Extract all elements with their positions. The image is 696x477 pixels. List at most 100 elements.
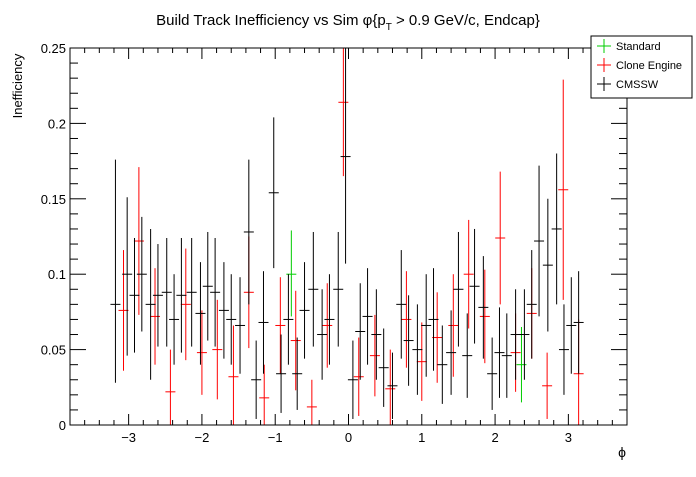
data-point [165, 349, 176, 425]
data-point [510, 289, 521, 380]
legend-item: Standard [597, 39, 661, 53]
x-tick-label: 1 [418, 430, 425, 445]
data-point [212, 299, 223, 400]
data-point [355, 283, 366, 380]
data-point [446, 310, 457, 395]
data-point [551, 153, 562, 305]
data-point [340, 48, 351, 264]
data-point [558, 79, 569, 300]
data-point [387, 352, 398, 419]
data-layer [110, 48, 584, 425]
x-tick-label: 3 [565, 430, 572, 445]
data-point [136, 216, 147, 332]
x-tick-label: 2 [491, 430, 498, 445]
data-point [176, 238, 187, 353]
data-point [495, 171, 506, 305]
data-point [494, 307, 505, 398]
data-point [202, 231, 213, 341]
data-point [421, 274, 432, 377]
legend-label: Standard [616, 41, 661, 53]
y-tick-label: 0 [59, 418, 66, 433]
data-point [292, 337, 303, 410]
data-point [145, 228, 156, 380]
data-point [122, 197, 133, 356]
x-tick-label: 0 [345, 430, 352, 445]
data-point [462, 313, 473, 398]
data-point [519, 289, 530, 380]
y-axis-label: Inefficiency [10, 53, 25, 118]
data-point [437, 325, 448, 404]
data-point [258, 271, 269, 374]
y-tick-label: 0.25 [41, 41, 66, 56]
data-point [401, 271, 412, 368]
x-tick-label: −3 [121, 430, 136, 445]
series-standard [286, 230, 527, 403]
data-point [306, 379, 317, 425]
data-point [210, 238, 221, 347]
data-point [283, 274, 294, 365]
data-point [180, 248, 191, 361]
data-point [469, 228, 480, 344]
data-point [317, 289, 328, 380]
data-point [186, 238, 197, 347]
data-point [403, 295, 414, 386]
x-axis-label: ϕ [618, 444, 626, 460]
data-point [412, 304, 423, 395]
data-point [195, 262, 206, 365]
legend-item: CMSSW [597, 77, 659, 91]
data-point [428, 268, 439, 371]
data-point [542, 352, 553, 419]
data-point [479, 269, 490, 364]
data-point [542, 198, 553, 332]
data-point [243, 159, 254, 305]
data-point [501, 313, 512, 398]
data-point [347, 340, 358, 419]
data-point [228, 325, 239, 425]
data-point [169, 274, 180, 365]
data-point [110, 159, 121, 383]
data-point [235, 277, 246, 374]
data-point [308, 231, 319, 347]
data-point [396, 250, 407, 359]
data-point [129, 238, 140, 353]
data-point [453, 231, 464, 347]
data-point [333, 231, 344, 347]
data-point [276, 334, 287, 413]
data-point [275, 277, 286, 374]
data-point [299, 262, 310, 359]
data-point [324, 274, 335, 365]
data-point [378, 328, 389, 407]
y-tick-label: 0.1 [48, 267, 66, 282]
data-point [161, 238, 172, 347]
data-point [218, 262, 229, 359]
data-point [226, 274, 237, 365]
data-point [353, 337, 364, 416]
x-tick-label: −2 [195, 430, 210, 445]
y-tick-label: 0.15 [41, 192, 66, 207]
data-point [259, 364, 270, 425]
legend-items: Standard Clone Engine CMSSW [597, 39, 682, 91]
data-point [534, 165, 545, 317]
data-point [385, 349, 396, 425]
data-point [487, 337, 498, 410]
data-point [152, 244, 163, 347]
series-cmssw [110, 48, 584, 419]
data-point [526, 250, 537, 359]
data-point [369, 314, 380, 397]
data-point [448, 274, 459, 377]
data-point [362, 268, 373, 365]
y-tick-label: 0.05 [41, 343, 66, 358]
chart-title: Build Track Inefficiency vs Sim φ{pT > 0… [156, 12, 540, 33]
data-point [478, 256, 489, 359]
axes-layer: −3 −2 −1 0 1 2 3 0 0.05 0.1 0.15 0.2 0.25 [41, 41, 627, 445]
legend-label: CMSSW [616, 79, 659, 91]
data-point [573, 271, 584, 374]
y-tick-label: 0.2 [48, 116, 66, 131]
legend-label: Clone Engine [616, 60, 682, 72]
data-point [196, 310, 207, 395]
data-point [416, 322, 427, 401]
data-point [558, 304, 569, 395]
